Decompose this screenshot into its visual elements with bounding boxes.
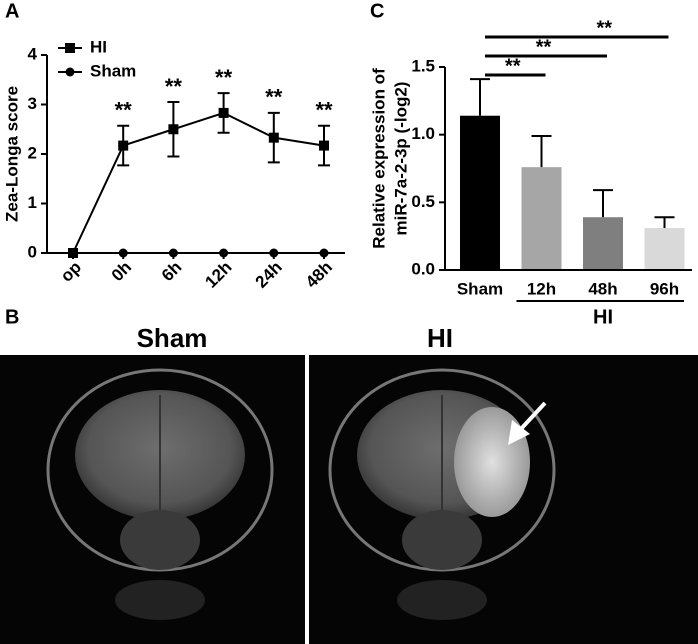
- bar: [644, 228, 685, 270]
- bar: [521, 167, 562, 270]
- marker: [218, 107, 229, 118]
- marker: [118, 140, 129, 151]
- marker: [319, 140, 329, 151]
- x-tick-label: 24h: [252, 258, 286, 292]
- panel-label: A: [5, 0, 19, 22]
- legend-label: HI: [90, 37, 107, 56]
- y-tick-label: 0: [28, 242, 37, 261]
- marker: [268, 132, 279, 143]
- marker: [68, 248, 78, 258]
- panel-label: B: [5, 306, 19, 328]
- error-bar: [593, 189, 613, 218]
- marker: [168, 124, 179, 135]
- x-tick-label: 48h: [588, 279, 617, 298]
- y-axis-label: Zea-Longa score: [2, 86, 21, 222]
- y-tick-label: 1.0: [411, 124, 435, 143]
- mri-images: [0, 355, 698, 644]
- y-tick-label: 0.5: [411, 192, 435, 211]
- significance-label: **: [315, 98, 333, 123]
- bar: [583, 217, 623, 270]
- significance-label: **: [215, 65, 233, 90]
- marker: [269, 248, 279, 258]
- y-tick-label: 1: [28, 193, 37, 212]
- marker: [168, 248, 178, 258]
- significance-label: **: [536, 36, 552, 58]
- legend-label: Sham: [90, 61, 136, 80]
- y-tick-label: 3: [28, 94, 37, 113]
- panel-label: C: [370, 0, 384, 22]
- significance-label: **: [505, 55, 521, 77]
- brain-sham: [46, 368, 274, 620]
- y-axis-label: Relative expression of: [369, 68, 388, 249]
- x-tick-label: 12h: [527, 279, 556, 298]
- brain-hi: [328, 368, 556, 620]
- image-title: Sham: [137, 323, 208, 353]
- significance-label: **: [115, 98, 133, 123]
- legend-marker: [65, 43, 75, 53]
- x-tick-label: Sham: [457, 279, 503, 298]
- x-tick-label: 48h: [302, 258, 336, 292]
- marker: [219, 248, 229, 258]
- bar: [460, 115, 500, 270]
- x-tick-label: 0h: [108, 258, 135, 285]
- series-line: [72, 111, 325, 254]
- y-tick-label: 4: [28, 44, 38, 63]
- y-tick-label: 1.5: [411, 56, 435, 75]
- group-label: HI: [593, 306, 613, 328]
- x-tick-label: 6h: [158, 258, 185, 285]
- error-bar: [470, 78, 490, 116]
- marker: [319, 248, 329, 258]
- image-title: HI: [427, 323, 453, 353]
- x-tick-label: 96h: [650, 279, 679, 298]
- x-tick-label: 12h: [201, 258, 235, 292]
- y-axis-label: miR-7a-2-3p (-log2): [391, 82, 410, 236]
- y-tick-label: 2: [28, 143, 37, 162]
- significance-label: **: [265, 85, 283, 110]
- significance-label: **: [596, 17, 612, 39]
- marker: [118, 248, 128, 258]
- legend-marker: [65, 67, 75, 77]
- error-bar: [654, 216, 675, 229]
- x-tick-label: op: [57, 258, 85, 286]
- error-bar: [531, 135, 552, 168]
- significance-label: **: [165, 74, 183, 99]
- y-tick-label: 0.0: [411, 259, 435, 278]
